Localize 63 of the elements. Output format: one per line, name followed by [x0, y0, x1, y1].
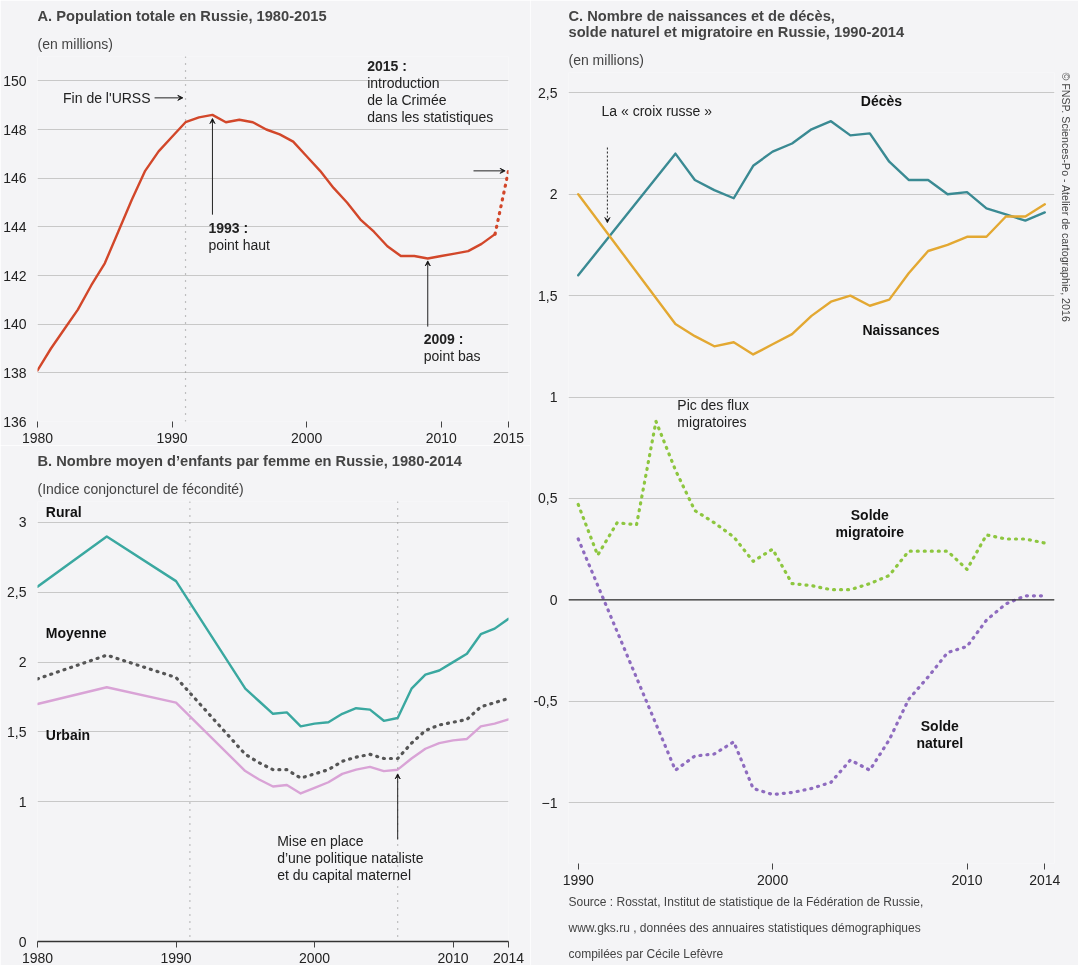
y-tick-label: 2 [549, 186, 558, 203]
y-tick-label: 146 [3, 170, 27, 187]
y-tick-label: 0,5 [538, 490, 558, 507]
y-tick-label: 0 [18, 933, 27, 950]
x-tick-label: 2015 [492, 429, 525, 446]
text: © FNSP. Sciences-Po - Atelier de cartographie, 2016 [1059, 72, 1072, 322]
line-series [577, 119, 1046, 277]
x-tick-label: 2014 [1029, 871, 1061, 888]
y-tick-label: 0 [549, 591, 558, 608]
y-tick-label: 148 [3, 121, 27, 138]
y-tick-label: -0,5 [533, 693, 558, 710]
x-tick-label: 2000 [757, 871, 789, 888]
x-tick-label: 2010 [425, 429, 457, 446]
x-tick-label: 1980 [21, 429, 54, 446]
annotation: La « croix russe » [601, 102, 713, 119]
y-tick-label: 150 [3, 72, 27, 89]
x-tick-label: 2010 [437, 949, 469, 966]
y-tick-label: −1 [541, 794, 558, 811]
x-tick-label: 1990 [160, 949, 192, 966]
y-tick-label: 142 [3, 267, 27, 284]
y-tick-label: 2 [18, 654, 27, 671]
ref-line-label: Fin de l'URSS [63, 89, 151, 106]
y-tick-label: 2,5 [7, 584, 27, 601]
ref-line-label: Mise en place d’une politique nataliste et du capital maternel [277, 832, 424, 883]
series-label: Décès [860, 92, 903, 109]
y-tick-label: 144 [3, 218, 27, 235]
annotation: Pic des flux migratoires [677, 397, 749, 431]
x-tick-label: 2010 [951, 871, 983, 888]
text: Rural [45, 503, 82, 520]
source-note: Source : Rosstat, Institut de statistique de la Fédération de Russie, www.gks.ru , données des annuaires statistiques démographiques compilées par Cécile Lefèvre [567, 894, 924, 961]
chart-subtitle: (en millions) [568, 51, 644, 68]
chart-title: B. Nombre moyen d’enfants par femme en Russie, 1980-2014 [37, 452, 463, 469]
annotation: 2015 : introduction de la Crimée dans les statistiques [367, 57, 494, 125]
y-tick-label: 138 [3, 364, 27, 381]
annotation: 2009 : point bas [423, 331, 481, 365]
x-tick-label: 1990 [156, 429, 188, 446]
y-tick-label: 1,5 [538, 287, 558, 304]
y-tick-label: 1 [18, 793, 27, 810]
y-tick-label: 1 [549, 389, 558, 406]
x-tick-label: 2000 [291, 429, 323, 446]
line-series [37, 686, 509, 795]
chart-subtitle: (Indice conjoncturel de fécondité) [37, 480, 244, 497]
x-tick-label: 1990 [562, 871, 595, 888]
x-tick-label: 2014 [492, 949, 525, 966]
series-label: Naissances [862, 322, 940, 339]
x-tick-label: 1980 [21, 949, 54, 966]
series-label: Solde migratoire [835, 506, 905, 540]
chart-subtitle: (en millions) [37, 35, 113, 52]
y-tick-label: 2,5 [538, 84, 558, 101]
chart-title: A. Population totale en Russie, 1980-2015 [37, 7, 327, 24]
annotation: 1993 : point haut [208, 219, 271, 253]
line-series [577, 192, 1046, 356]
y-tick-label: 136 [3, 413, 27, 430]
series-label: Moyenne [45, 625, 107, 642]
line-series [37, 653, 509, 780]
chart-title: C. Nombre de naissances et de décès, solde naturel et migratoire en Russie, 1990-2014 [568, 7, 905, 40]
series-label: Solde naturel [916, 717, 964, 751]
y-tick-label: 1,5 [7, 723, 27, 740]
series-label: Urbain [45, 727, 91, 744]
x-tick-label: 2000 [298, 949, 331, 966]
y-tick-label: 3 [18, 514, 27, 531]
line-series [37, 535, 509, 728]
y-tick-label: 140 [3, 316, 27, 333]
